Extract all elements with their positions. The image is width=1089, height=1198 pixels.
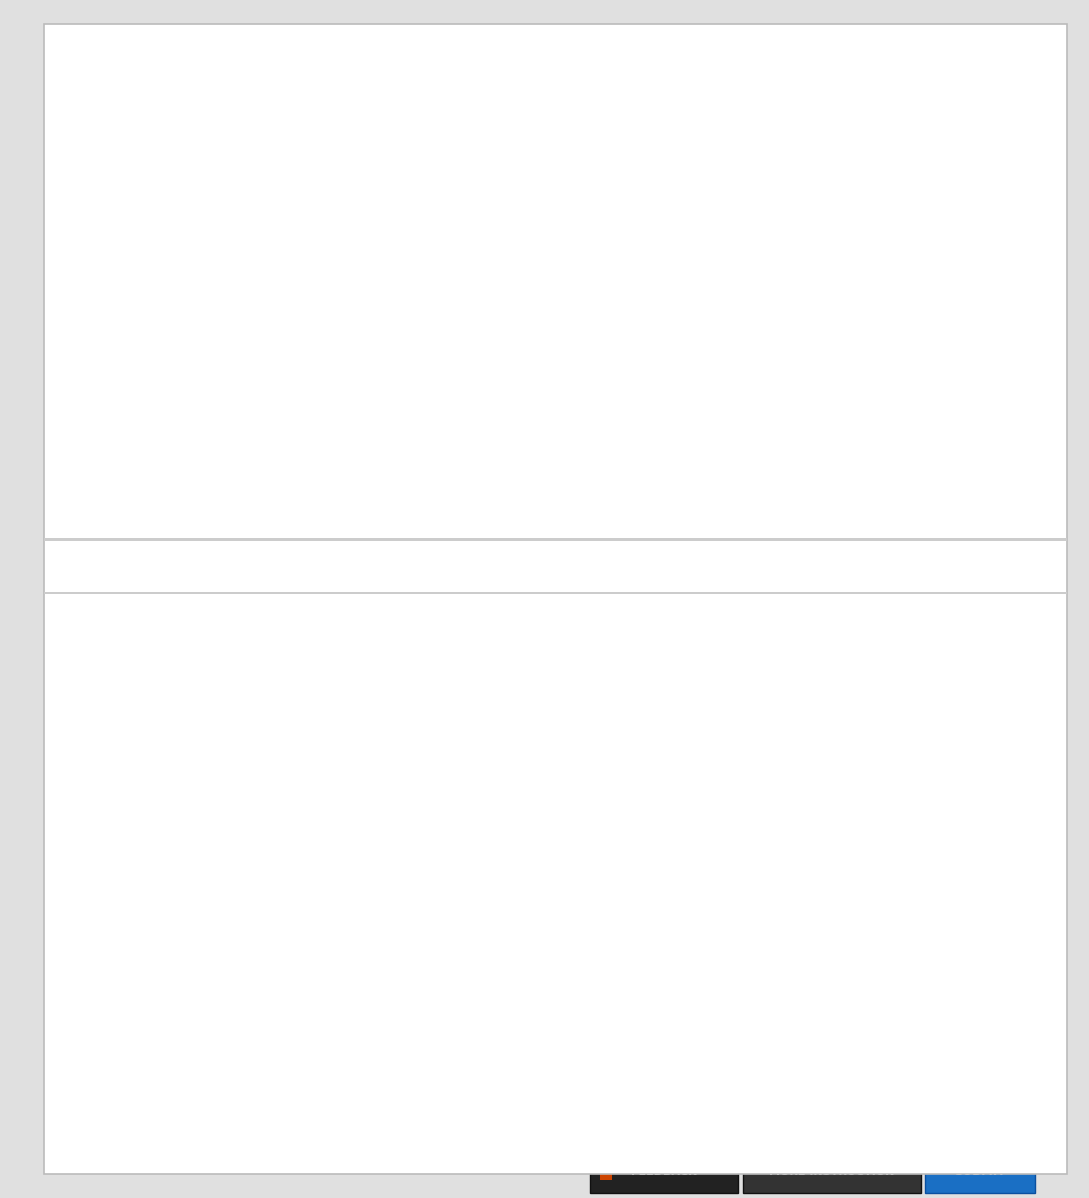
Bar <box>377 700 437 783</box>
Text: ∞: ∞ <box>464 734 477 749</box>
Text: SUBMIT: SUBMIT <box>954 1166 1005 1179</box>
Text: x□: x□ <box>461 913 480 925</box>
Bar <box>57 1054 117 1138</box>
Bar <box>313 1054 372 1138</box>
Bar <box>440 966 500 1049</box>
Text: (□): (□) <box>524 1090 544 1102</box>
Text: |□|: |□| <box>332 736 353 748</box>
Text: ±: ± <box>465 1002 476 1014</box>
Bar <box>440 877 500 961</box>
Text: 6: 6 <box>209 909 220 928</box>
Bar <box>440 788 500 872</box>
Bar <box>743 1151 921 1193</box>
Text: ×: × <box>271 998 285 1017</box>
Text: 5: 5 <box>145 909 156 928</box>
Bar <box>184 1054 244 1138</box>
Bar <box>121 1054 181 1138</box>
Text: ▦: ▦ <box>74 666 86 679</box>
Text: <: < <box>338 1002 347 1014</box>
Text: y: y <box>403 824 411 836</box>
Text: x□/□: x□/□ <box>389 913 424 925</box>
Text: 2: 2 <box>145 998 156 1017</box>
Bar <box>121 877 181 961</box>
Bar <box>184 788 244 872</box>
Bar <box>248 788 308 872</box>
Bar <box>184 966 244 1049</box>
Bar <box>184 700 244 783</box>
Text: x: x <box>339 824 346 836</box>
Text: °: ° <box>403 1090 409 1102</box>
Bar <box>600 1168 612 1180</box>
Text: 1: 1 <box>81 998 91 1017</box>
Bar <box>57 966 117 1049</box>
Text: 4: 4 <box>82 909 91 928</box>
FancyBboxPatch shape <box>182 600 250 647</box>
Bar <box>440 700 500 783</box>
Bar <box>248 700 308 783</box>
Text: ▼: ▼ <box>179 668 186 678</box>
Bar <box>590 1151 738 1193</box>
Bar <box>313 877 372 961</box>
Bar <box>504 1054 564 1138</box>
Text: Provide your answer below:: Provide your answer below: <box>54 559 246 574</box>
Text: MORE INSTRUCTION: MORE INSTRUCTION <box>769 1167 895 1176</box>
Bar <box>248 966 308 1049</box>
Bar <box>440 1054 500 1138</box>
Bar <box>377 966 437 1049</box>
Bar <box>184 877 244 961</box>
Bar <box>57 700 117 783</box>
Text: .: . <box>148 1087 154 1106</box>
Text: 9: 9 <box>209 821 220 840</box>
Text: +: + <box>271 821 285 840</box>
Text: $: $ <box>530 1002 538 1014</box>
Text: %: % <box>337 1090 348 1102</box>
Text: x²: x² <box>464 824 477 836</box>
Text: ✕: ✕ <box>208 734 221 749</box>
Text: =: = <box>271 732 285 751</box>
Bar <box>121 700 181 783</box>
Bar <box>377 788 437 872</box>
Text: ►: ► <box>146 736 156 748</box>
Bar <box>57 788 117 872</box>
Bar <box>377 877 437 961</box>
Text: or: or <box>140 616 156 630</box>
FancyBboxPatch shape <box>54 600 123 647</box>
Text: √□: √□ <box>525 824 544 836</box>
Text: ◄: ◄ <box>82 736 91 748</box>
Bar <box>504 877 564 961</box>
Text: -: - <box>276 909 281 928</box>
Text: 3: 3 <box>209 998 220 1017</box>
Bar <box>57 877 117 961</box>
Bar <box>313 700 372 783</box>
Bar <box>377 1054 437 1138</box>
Text: x/□: x/□ <box>331 913 354 925</box>
Bar <box>925 1151 1035 1193</box>
Bar <box>504 788 564 872</box>
Bar <box>121 788 181 872</box>
FancyBboxPatch shape <box>54 655 106 691</box>
Text: :: : <box>468 1090 473 1102</box>
Bar <box>313 788 372 872</box>
Text: ': ' <box>212 1087 217 1106</box>
Text: ÷: ÷ <box>271 1087 285 1106</box>
Text: FEEDBACK: FEEDBACK <box>632 1167 697 1176</box>
Text: Write the domain (in interval notation) that you can use to restrict the domain : Write the domain (in interval notation) … <box>54 24 897 38</box>
Bar <box>504 966 564 1049</box>
Text: >: > <box>401 1002 412 1014</box>
Text: x□: x□ <box>525 913 543 925</box>
Text: π: π <box>402 734 411 749</box>
Text: 0: 0 <box>82 1087 91 1106</box>
Bar <box>121 966 181 1049</box>
Text: 7: 7 <box>82 821 91 840</box>
Text: make it one-to-one so that it will have an inverse.: make it one-to-one so that it will have … <box>54 69 396 83</box>
Bar <box>248 877 308 961</box>
Bar <box>248 1054 308 1138</box>
Text: 8: 8 <box>145 821 156 840</box>
Bar <box>313 966 372 1049</box>
